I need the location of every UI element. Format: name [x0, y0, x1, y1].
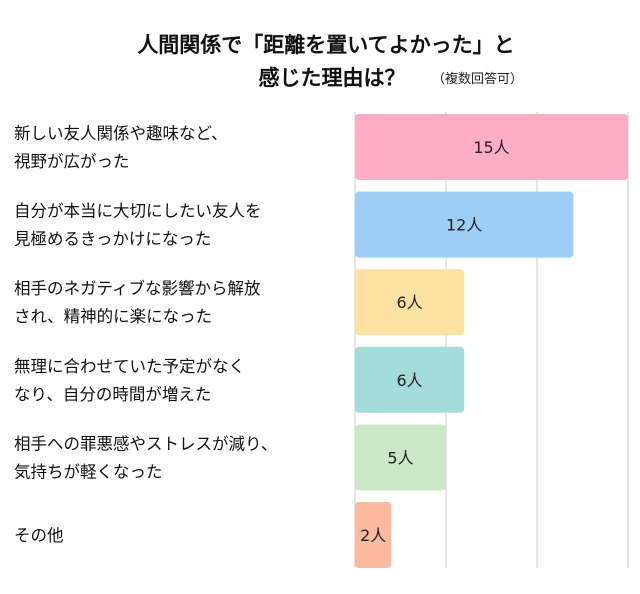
bar-value-label-1: 12人: [446, 216, 482, 235]
bar-2: [355, 269, 465, 336]
bar-value-label-2: 6人: [397, 293, 423, 312]
category-label-0-line-1: 視野が広がった: [14, 152, 130, 171]
category-label-4-line-0: 相手への罪悪感やストレスが減り、: [14, 434, 277, 453]
bar-value-label-4: 5人: [387, 448, 413, 467]
category-label-1-line-0: 自分が本当に大切にしたい友人を: [14, 202, 262, 221]
bar-value-label-0: 15人: [473, 138, 509, 157]
chart-title-line-2: 感じた理由は？: [259, 66, 406, 90]
category-labels: 新しい友人関係や趣味など、視野が広がった自分が本当に大切にしたい友人を見極めるき…: [14, 124, 277, 545]
bar-1: [355, 191, 574, 258]
category-label-2-line-1: され、精神的に楽になった: [14, 307, 212, 326]
category-label-5-line-0: その他: [14, 526, 64, 545]
bar-4: [355, 424, 446, 491]
category-label-4-line-1: 気持ちが軽くなった: [14, 462, 163, 481]
chart-title-line-1: 人間関係で「距離を置いてよかった」と: [137, 33, 514, 57]
category-label-2-line-0: 相手のネガティブな影響から解放: [14, 278, 261, 298]
bar-0: [355, 114, 628, 180]
grid-layer: [354, 112, 629, 568]
category-label-1-line-1: 見極めるきっかけになった: [14, 230, 211, 249]
bar-5: [355, 502, 392, 568]
category-label-0-line-0: 新しい友人関係や趣味など、: [14, 124, 228, 143]
bar-3: [355, 346, 465, 413]
bar-layer: 15人 12人 6人 6人 5人 2人: [355, 114, 628, 568]
category-label-3-line-1: なり、自分の時間が増えた: [14, 385, 211, 404]
bar-value-label-3: 6人: [397, 371, 423, 390]
chart-note: （複数回答可）: [432, 71, 523, 87]
bar-value-label-5: 2人: [360, 526, 386, 545]
category-label-3-line-0: 無理に合わせていた予定がなく: [14, 357, 245, 376]
